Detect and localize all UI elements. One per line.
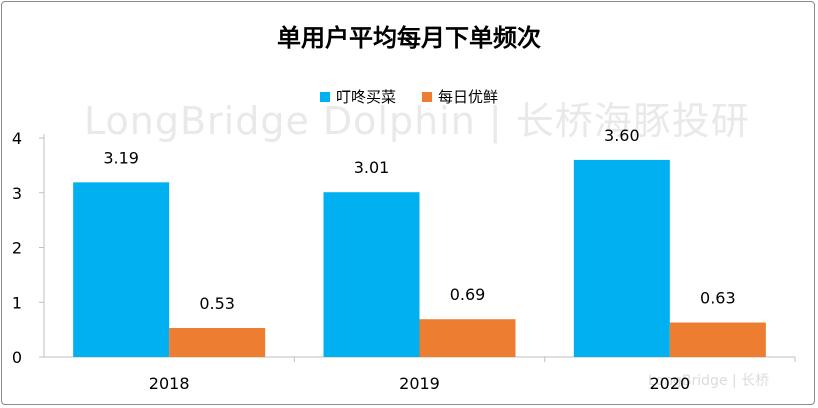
x-tick-label: 2018	[149, 374, 190, 393]
legend-swatch-missfresh	[422, 91, 432, 102]
watermark-small: LongBridge | 长桥	[648, 373, 770, 389]
data-label: 3.60	[604, 126, 640, 145]
bar-dingdong-2019	[323, 192, 420, 357]
bar-missfresh-2019	[419, 319, 516, 357]
bar-missfresh-2020	[669, 322, 766, 357]
y-tick-label: 0	[12, 348, 22, 367]
legend-item-dingdong: 叮咚买菜	[319, 86, 396, 107]
y-tick-label: 2	[12, 239, 22, 258]
legend-label-missfresh: 每日优鲜	[438, 88, 499, 106]
bar-dingdong-2020	[573, 159, 670, 357]
legend-label-dingdong: 叮咚买菜	[335, 88, 396, 106]
legend-swatch-dingdong	[319, 91, 330, 102]
bar-missfresh-2018	[169, 327, 266, 357]
data-label: 0.53	[199, 294, 235, 313]
x-tick-label: 2019	[399, 374, 440, 393]
legend-item-missfresh: 每日优鲜	[422, 86, 498, 107]
y-tick-label: 4	[12, 129, 22, 148]
legend: 叮咚买菜 每日优鲜	[0, 86, 818, 107]
data-label: 0.63	[700, 289, 736, 308]
y-tick-label: 1	[12, 293, 22, 312]
data-label: 3.19	[103, 148, 139, 167]
data-label: 0.69	[450, 285, 486, 304]
data-label: 3.01	[354, 158, 390, 177]
chart-title: 单用户平均每月下单频次	[277, 24, 541, 52]
y-tick-label: 3	[12, 184, 22, 203]
x-tick-label: 2020	[649, 374, 690, 393]
bar-dingdong-2018	[73, 182, 170, 357]
watermark: LongBridge Dolphin | 长桥海豚投研	[84, 99, 750, 143]
